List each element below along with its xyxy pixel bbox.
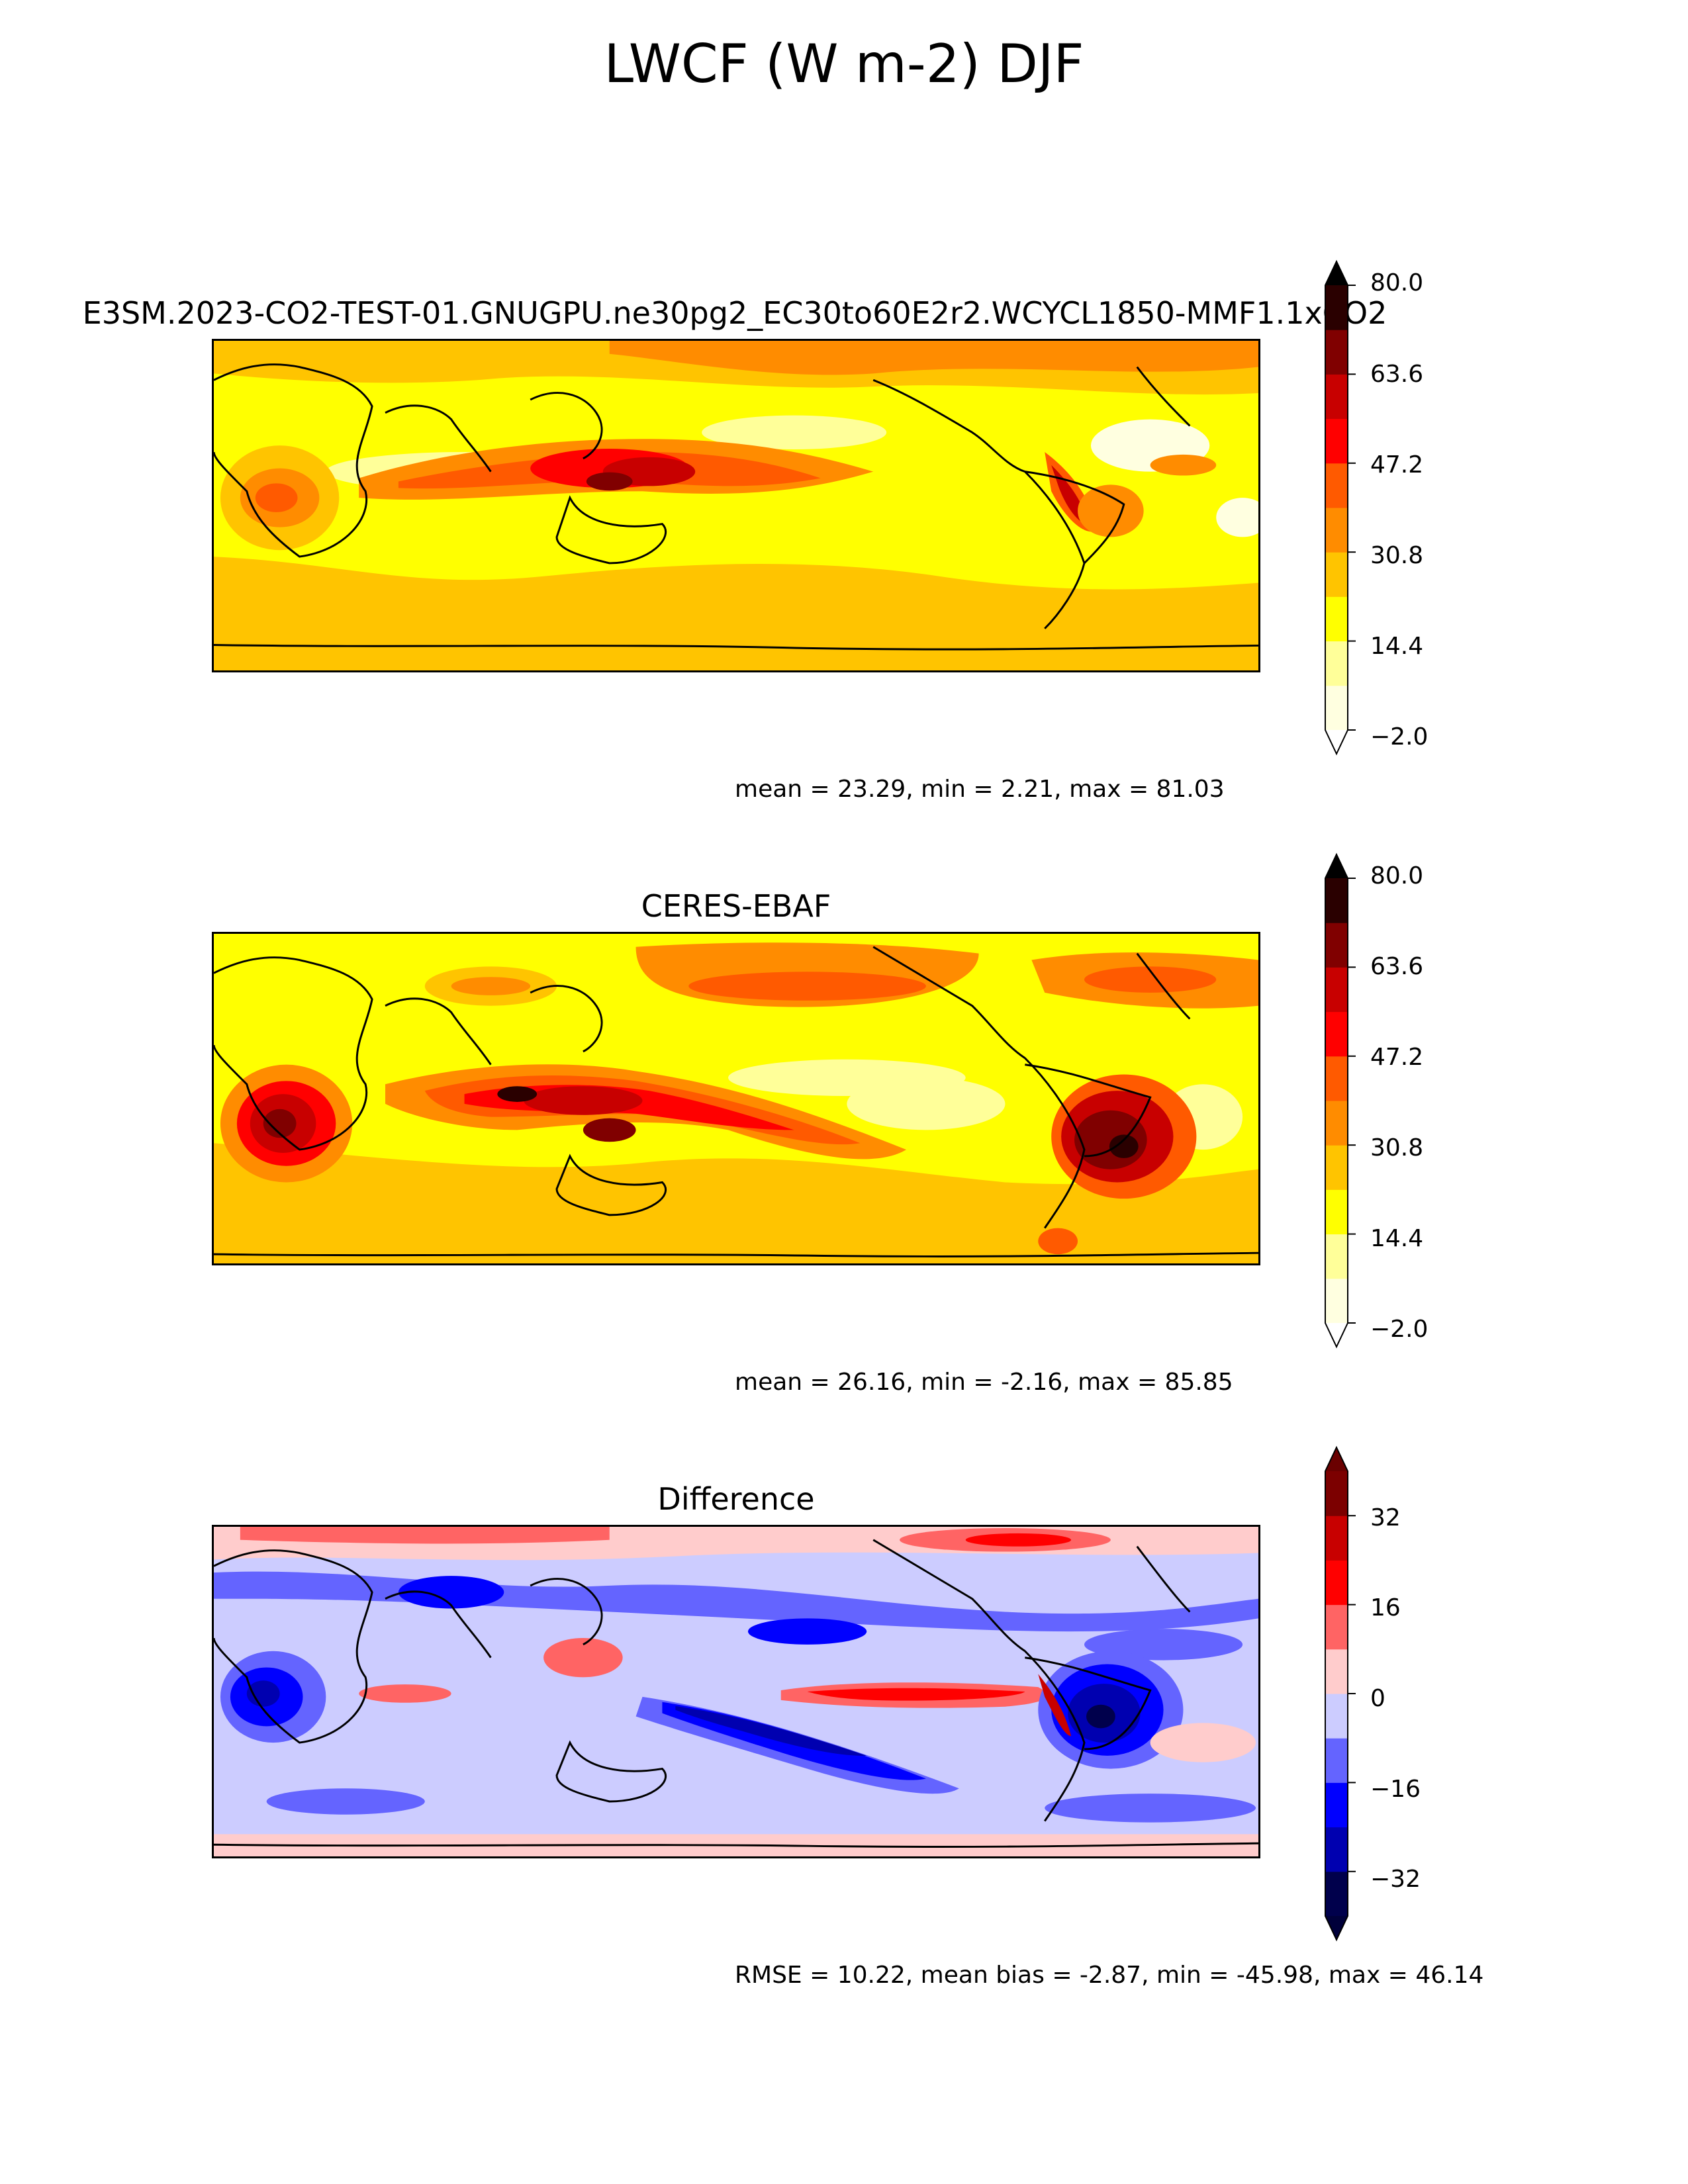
colorbar-tick: 80.0 xyxy=(1370,862,1424,889)
colorbar-swatch xyxy=(1325,1560,1348,1606)
colorbar-outline xyxy=(1325,1445,1348,1942)
colorbar-swatch xyxy=(1325,641,1348,686)
colorbar-tick: 47.2 xyxy=(1370,451,1424,478)
colorbar-swatch xyxy=(1325,1278,1348,1324)
colorbar-tick: 63.6 xyxy=(1370,361,1424,388)
colorbar-swatch xyxy=(1325,923,1348,968)
stats-test: mean = 23.29, min = 2.21, max = 81.03 xyxy=(735,776,1225,803)
colorbar-swatch xyxy=(1325,374,1348,420)
stats-difference: RMSE = 10.22, mean bias = -2.87, min = -… xyxy=(735,1962,1484,1989)
colorbar-swatch xyxy=(1325,1738,1348,1783)
colorbar-swatch xyxy=(1325,967,1348,1013)
map-difference xyxy=(212,1525,1260,1858)
colorbar-swatch xyxy=(1325,1101,1348,1146)
colorbar-swatch xyxy=(1325,1827,1348,1872)
colorbar-swatch xyxy=(1325,1649,1348,1694)
colorbar-swatch xyxy=(1325,418,1348,464)
panel-title-difference: Difference xyxy=(657,1481,815,1517)
map-test xyxy=(212,339,1260,672)
colorbar-tick: −32 xyxy=(1370,1866,1421,1893)
colorbar-swatch xyxy=(1325,1871,1348,1917)
colorbar-tick: −16 xyxy=(1370,1776,1421,1803)
colorbar-extend-over xyxy=(1325,1447,1348,1471)
colorbar-tick: −2.0 xyxy=(1370,723,1429,751)
colorbar-swatch xyxy=(1325,1056,1348,1101)
panel-title-test: E3SM.2023-CO2-TEST-01.GNUGPU.ne30pg2_EC3… xyxy=(82,295,1387,331)
colorbar-swatch xyxy=(1325,285,1348,330)
colorbar-swatch xyxy=(1325,463,1348,508)
colorbar-extend-under xyxy=(1325,730,1348,754)
colorbar-tick: 30.8 xyxy=(1370,1134,1424,1161)
colorbar-tick: −2.0 xyxy=(1370,1316,1429,1343)
colorbar-swatch xyxy=(1325,1234,1348,1279)
colorbar-extend-over xyxy=(1325,261,1348,285)
colorbar-tick: 16 xyxy=(1370,1594,1401,1621)
colorbar-test-swatches xyxy=(1325,259,1356,756)
colorbar-swatch xyxy=(1325,685,1348,731)
colorbar-swatch xyxy=(1325,1011,1348,1057)
map-reference xyxy=(212,932,1260,1265)
colorbar-swatch xyxy=(1325,552,1348,597)
colorbar-swatch xyxy=(1325,1145,1348,1190)
colorbar-tick: 63.6 xyxy=(1370,953,1424,980)
colorbar-swatch xyxy=(1325,1782,1348,1828)
colorbar-tick: 80.0 xyxy=(1370,269,1424,296)
colorbar-reference xyxy=(1325,852,1356,1349)
colorbar-extend-under xyxy=(1325,1916,1348,1940)
colorbar-swatch xyxy=(1325,1694,1348,1739)
colorbar-difference-swatches xyxy=(1325,1445,1356,1942)
colorbar-swatch xyxy=(1325,1189,1348,1235)
colorbar-tick: 30.8 xyxy=(1370,542,1424,569)
colorbar-extend-over xyxy=(1325,854,1348,878)
colorbar-swatch xyxy=(1325,596,1348,642)
colorbar-tick: 0 xyxy=(1370,1685,1385,1712)
colorbar-tick: 47.2 xyxy=(1370,1044,1424,1071)
colorbar-swatch xyxy=(1325,1471,1348,1516)
colorbar-tick: 14.4 xyxy=(1370,633,1424,660)
colorbar-tick: 14.4 xyxy=(1370,1225,1424,1252)
colorbar-test xyxy=(1325,259,1356,756)
colorbar-difference xyxy=(1325,1445,1356,1942)
panel-title-reference: CERES-EBAF xyxy=(641,888,831,924)
figure-title: LWCF (W m-2) DJF xyxy=(604,33,1084,95)
stats-reference: mean = 26.16, min = -2.16, max = 85.85 xyxy=(735,1369,1233,1396)
colorbar-tick: 32 xyxy=(1370,1504,1401,1531)
colorbar-reference-swatches xyxy=(1325,852,1356,1349)
colorbar-extend-under xyxy=(1325,1323,1348,1347)
colorbar-swatch xyxy=(1325,878,1348,923)
colorbar-swatch xyxy=(1325,508,1348,553)
colorbar-swatch xyxy=(1325,330,1348,375)
colorbar-swatch xyxy=(1325,1516,1348,1561)
colorbar-swatch xyxy=(1325,1604,1348,1650)
